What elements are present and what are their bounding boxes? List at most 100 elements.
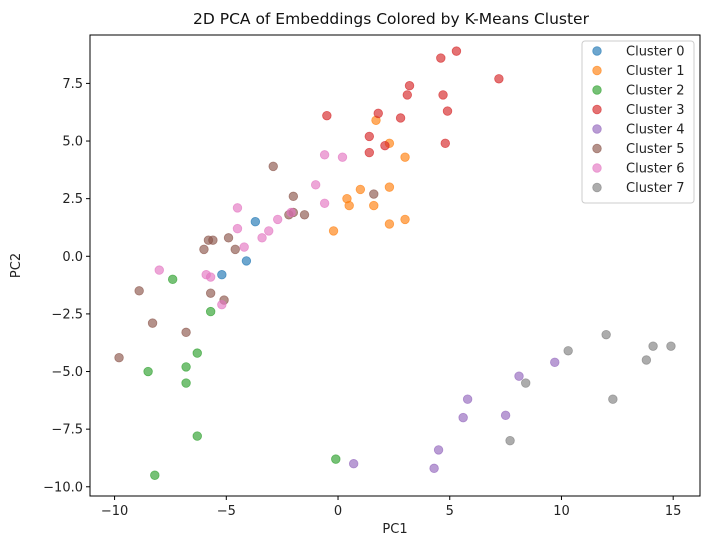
legend-marker <box>592 182 602 193</box>
data-point-cluster-6 <box>337 152 348 162</box>
data-point-cluster-7 <box>648 341 658 351</box>
data-point-cluster-5 <box>223 233 234 243</box>
legend-label: Cluster 4 <box>626 123 685 138</box>
legend-label: Cluster 6 <box>626 162 685 177</box>
data-point-cluster-2 <box>181 378 191 388</box>
data-point-cluster-6 <box>239 242 249 252</box>
legend-label: Cluster 3 <box>626 103 685 118</box>
data-point-cluster-5 <box>288 191 299 202</box>
x-tick-label: 5 <box>446 504 454 519</box>
data-point-cluster-3 <box>364 147 375 158</box>
data-points <box>114 46 676 480</box>
legend-marker <box>592 65 602 76</box>
y-axis-label: PC2 <box>9 253 24 278</box>
data-point-cluster-3 <box>395 113 406 123</box>
legend-marker <box>592 46 602 56</box>
data-point-cluster-5 <box>299 210 310 220</box>
data-point-cluster-3 <box>402 90 412 100</box>
data-point-cluster-7 <box>608 394 618 404</box>
data-point-cluster-3 <box>380 140 390 151</box>
legend-marker <box>592 104 602 115</box>
legend-marker <box>592 163 602 173</box>
x-axis-label: PC1 <box>382 522 407 537</box>
data-point-cluster-6 <box>154 265 164 275</box>
data-point-cluster-5 <box>134 286 144 296</box>
data-point-cluster-6 <box>272 214 283 225</box>
data-point-cluster-2 <box>192 431 202 441</box>
data-point-cluster-5 <box>181 327 191 338</box>
y-tick-label: 5.0 <box>62 135 83 150</box>
y-tick-label: −10.0 <box>43 480 83 495</box>
y-tick-label: −7.5 <box>51 423 83 438</box>
data-point-cluster-4 <box>429 463 439 474</box>
data-point-cluster-3 <box>440 138 450 149</box>
data-point-cluster-0 <box>241 256 252 266</box>
y-tick-label: −5.0 <box>51 365 83 380</box>
data-point-cluster-6 <box>232 223 243 234</box>
legend-marker <box>592 85 602 95</box>
data-point-cluster-0 <box>217 270 227 280</box>
data-point-cluster-2 <box>150 470 160 480</box>
data-point-cluster-2 <box>192 348 202 358</box>
y-tick-label: 0.0 <box>62 250 83 265</box>
chart-title: 2D PCA of Embeddings Colored by K-Means … <box>193 10 590 28</box>
data-point-cluster-4 <box>514 371 524 381</box>
data-point-cluster-1 <box>328 226 339 236</box>
data-point-cluster-1 <box>369 200 379 211</box>
data-point-cluster-2 <box>143 366 153 377</box>
plot-area <box>89 34 701 497</box>
data-point-cluster-7 <box>521 378 531 388</box>
data-point-cluster-3 <box>451 46 462 56</box>
data-point-cluster-3 <box>322 110 332 121</box>
data-point-cluster-6 <box>232 203 243 213</box>
data-point-cluster-7 <box>505 435 515 446</box>
data-point-cluster-1 <box>384 182 395 192</box>
legend: Cluster 0 Cluster 1 Cluster 2 Cluster 3 Clus… <box>581 40 695 204</box>
y-tick-label: −2.5 <box>51 307 83 322</box>
data-point-cluster-4 <box>500 410 511 421</box>
legend-marker <box>592 143 602 154</box>
data-point-cluster-3 <box>438 90 448 100</box>
y-tick-label: 2.5 <box>62 192 83 207</box>
data-point-cluster-4 <box>462 394 473 404</box>
data-point-cluster-3 <box>442 106 453 116</box>
data-point-cluster-4 <box>550 357 560 368</box>
data-point-cluster-3 <box>404 81 415 91</box>
data-point-cluster-1 <box>400 152 410 162</box>
data-point-cluster-2 <box>331 454 341 464</box>
x-tick-label: −5 <box>217 504 236 519</box>
data-point-cluster-6 <box>257 233 267 243</box>
data-point-cluster-6 <box>217 299 227 310</box>
data-point-cluster-3 <box>373 108 383 119</box>
data-point-cluster-7 <box>601 329 611 340</box>
data-point-cluster-2 <box>205 306 216 317</box>
data-point-cluster-5 <box>369 189 379 199</box>
data-point-cluster-4 <box>348 459 359 469</box>
legend-label: Cluster 1 <box>626 64 685 79</box>
data-point-cluster-5 <box>147 318 158 328</box>
data-point-cluster-2 <box>181 362 191 372</box>
y-tick-label: 7.5 <box>62 77 83 92</box>
x-tick-label: −10 <box>101 504 128 519</box>
data-point-cluster-4 <box>433 445 444 455</box>
data-point-cluster-6 <box>319 198 330 208</box>
data-point-cluster-7 <box>641 355 652 365</box>
data-point-cluster-5 <box>203 235 214 245</box>
legend-label: Cluster 5 <box>626 142 685 157</box>
legend-label: Cluster 2 <box>626 84 685 99</box>
legend-marker <box>592 124 602 134</box>
legend-label: Cluster 0 <box>626 45 685 60</box>
data-point-cluster-5 <box>199 244 209 255</box>
data-point-cluster-3 <box>436 53 446 63</box>
data-point-cluster-5 <box>230 244 240 255</box>
data-point-cluster-3 <box>364 131 375 142</box>
data-point-cluster-5 <box>114 353 124 363</box>
x-tick-label: 0 <box>334 504 342 519</box>
data-point-cluster-7 <box>563 346 573 356</box>
legend-box <box>581 40 695 204</box>
data-point-cluster-6 <box>319 150 330 160</box>
data-point-cluster-6 <box>201 270 211 280</box>
legend-label: Cluster 7 <box>626 181 685 196</box>
data-point-cluster-6 <box>286 207 296 218</box>
